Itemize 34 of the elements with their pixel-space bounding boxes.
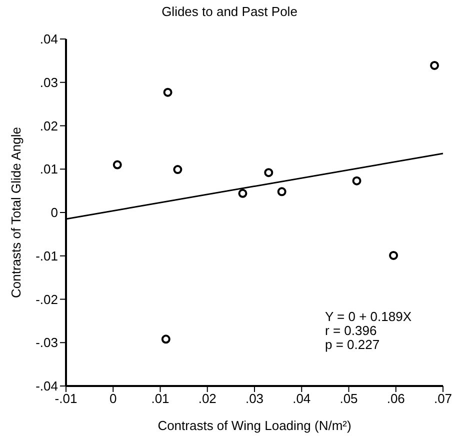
x-tick-label: -.01 [54, 391, 78, 406]
point [430, 60, 440, 70]
point [264, 168, 274, 178]
x-axis-title: Contrasts of Wing Loading (N/m²) [158, 418, 352, 433]
y-tick-label: -.02 [36, 292, 58, 307]
x-tick-label: .03 [245, 391, 264, 406]
x-tick-label: .02 [198, 391, 216, 406]
point [161, 334, 170, 344]
y-tick-label: .01 [40, 162, 58, 177]
y-axis-title: Contrasts of Total Glide Angle [8, 126, 24, 298]
point [238, 188, 248, 198]
point [389, 250, 398, 260]
point [277, 187, 286, 196]
y-tick-label: -.04 [36, 378, 58, 394]
x-tick-label: .06 [386, 391, 405, 406]
x-tick-label: 0 [110, 391, 117, 406]
y-tick-label: -.01 [36, 248, 58, 264]
y-tick-label: .04 [40, 32, 58, 47]
annotation: p = 0.227 [325, 337, 381, 352]
point [352, 176, 362, 186]
x-tick-label: .07 [434, 391, 452, 406]
x-tick-label: .05 [340, 391, 358, 406]
y-tick-label: -.03 [36, 335, 58, 350]
y-tick-label: .02 [40, 118, 58, 134]
y-tick-label: .03 [40, 74, 58, 90]
x-tick-label: .04 [292, 391, 311, 406]
y-tick-label: 0 [50, 205, 58, 220]
point [112, 160, 122, 170]
annotation: r = 0.396 [325, 323, 378, 338]
chart-title: Glides to and Past Pole [160, 4, 298, 19]
x-tick-label: .01 [151, 391, 170, 406]
point [173, 165, 182, 174]
point [163, 88, 172, 97]
annotation: Y = 0 + 0.189X [325, 309, 412, 324]
